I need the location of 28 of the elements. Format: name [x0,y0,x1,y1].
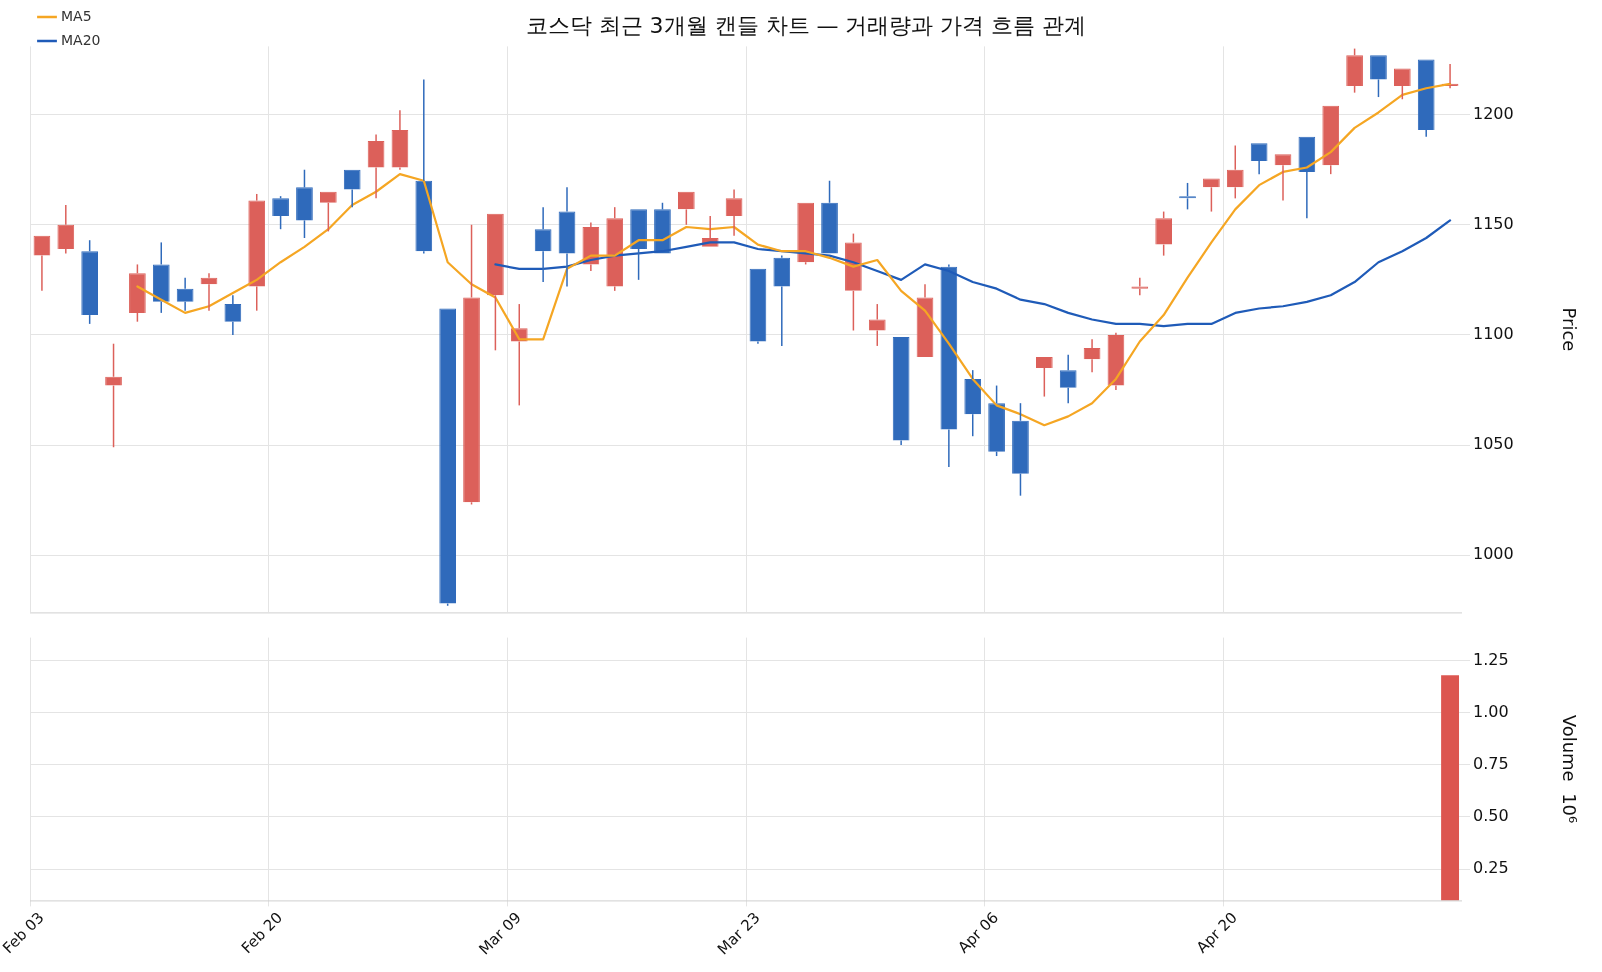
y-tick-label: 1100 [1473,324,1514,344]
y-tick-label: 0.75 [1473,753,1509,773]
candlestick [534,206,552,283]
legend-label: MA20 [61,31,101,48]
candlestick [558,186,576,288]
x-tick-label: Feb 20 [237,908,287,957]
candlestick [105,342,122,448]
y-tick-label: 1000 [1473,544,1514,564]
y-tick-label: 1.25 [1473,649,1509,669]
chart-title: 코스닥 최근 3개월 캔들 차트 — 거래량과 가격 흐름 관계 [525,12,1087,38]
y-tick-label: 0.25 [1473,858,1509,878]
candlestick [940,263,958,468]
x-tick-label: Apr 20 [1192,908,1241,957]
candlestick [415,78,433,255]
y-tick-label: 0.50 [1473,806,1509,826]
y-tick-label: 1200 [1473,103,1514,123]
y-tick-label: 1.00 [1473,701,1509,721]
candlestick [391,109,409,171]
x-tick-label: Apr 06 [954,908,1003,957]
candlestick [57,204,75,255]
y-tick-label: 1150 [1473,213,1514,233]
y-tick-label: 1050 [1473,434,1514,454]
y-axis-title: Price [1558,307,1580,352]
candlestick [367,133,385,200]
x-tick-label: Feb 03 [0,908,48,957]
legend-label: MA5 [61,7,92,24]
candlestick [773,254,791,347]
y-axis-title: Volume 10⁶ [1558,714,1580,824]
